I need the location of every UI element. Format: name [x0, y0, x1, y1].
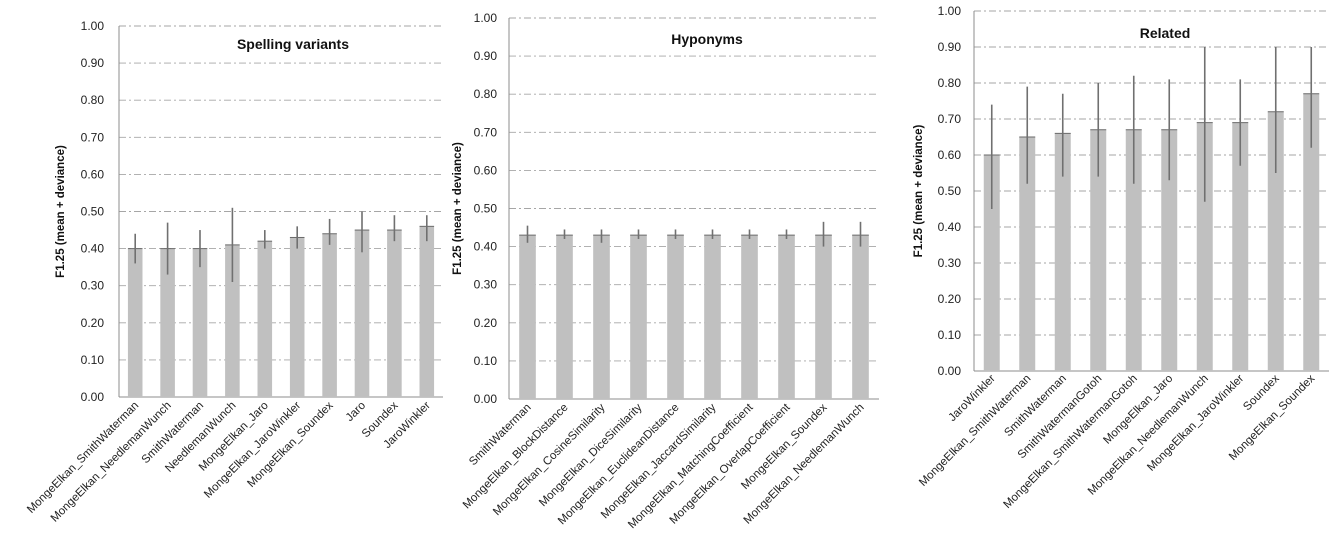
chart-panel-2: 0.00 0.10 0.20 0.30 0.40 0.50 0.60 0.70 0.80 0.90…: [452, 11, 879, 531]
bar: [815, 235, 832, 399]
y-tick-label: 0.80: [474, 87, 498, 101]
bar: [983, 155, 1000, 371]
bar: [1054, 133, 1071, 371]
bar: [556, 235, 573, 399]
y-tick-label: 0.00: [938, 364, 962, 378]
y-tick-label: 0.80: [938, 76, 962, 90]
y-tick-label: 1.00: [81, 19, 105, 33]
bar: [1303, 93, 1320, 372]
y-tick-label: 0.60: [938, 148, 962, 162]
y-tick-label: 0.90: [474, 49, 498, 63]
bar: [127, 248, 143, 397]
bar: [1125, 129, 1142, 371]
bar: [354, 230, 370, 397]
y-tick-label: 0.30: [938, 256, 962, 270]
bar: [741, 235, 758, 399]
bar: [289, 237, 305, 397]
y-tick-label: 0.40: [938, 220, 962, 234]
y-tick-label: 0.20: [81, 316, 105, 330]
y-tick-label: 0.70: [938, 112, 962, 126]
bar: [225, 244, 240, 397]
y-tick-label: 0.60: [81, 167, 105, 181]
bar: [778, 235, 795, 399]
bar: [593, 235, 610, 399]
bar: [1232, 122, 1249, 371]
y-tick-label: 0.90: [81, 56, 105, 70]
y-tick-label: 0.60: [474, 163, 498, 177]
category-label: MongeElkan_SmithWatermanGotoh: [1002, 373, 1140, 511]
y-axis-title: F1.25 (mean + deviance): [913, 125, 925, 258]
y-tick-label: 0.40: [81, 242, 105, 256]
bar: [704, 235, 721, 399]
bar: [630, 235, 647, 399]
bar: [322, 233, 337, 397]
y-tick-label: 0.10: [938, 328, 962, 342]
y-tick-label: 0.70: [81, 130, 105, 144]
bar: [1090, 129, 1107, 371]
chart-title: Spelling variants: [237, 36, 349, 52]
chart-panel-1: 0.00 0.10 0.20 0.30 0.40 0.50 0.60 0.70 0.80 0.90…: [25, 19, 443, 525]
y-tick-label: 0.40: [474, 240, 498, 254]
bar: [419, 226, 435, 397]
chart-panel-3: 0.00 0.10 0.20 0.30 0.40 0.50 0.60 0.70 0.80 0.90…: [913, 4, 1329, 511]
category-label: MongeElkan_NeedlemanWunch: [49, 400, 174, 525]
bar: [257, 241, 273, 397]
category-label: SmithWaterman: [467, 402, 533, 468]
y-tick-label: 0.70: [474, 125, 498, 139]
y-tick-label: 0.80: [81, 93, 105, 107]
y-tick-label: 1.00: [938, 4, 962, 18]
bar: [519, 235, 536, 399]
bar: [1161, 129, 1178, 371]
y-tick-label: 0.20: [474, 316, 498, 330]
y-tick-label: 0.50: [81, 205, 105, 219]
chart-title: Related: [1140, 25, 1191, 41]
y-tick-label: 1.00: [474, 11, 498, 25]
y-tick-label: 0.00: [81, 390, 105, 404]
bar: [1196, 122, 1213, 371]
y-tick-label: 0.10: [81, 353, 105, 367]
y-tick-label: 0.20: [938, 292, 962, 306]
y-tick-label: 0.50: [474, 202, 498, 216]
bar: [1267, 111, 1284, 372]
category-label: SmithWaterman: [1002, 373, 1068, 439]
y-tick-label: 0.30: [474, 278, 498, 292]
bar: [667, 235, 684, 399]
chart-title: Hyponyms: [671, 31, 743, 47]
y-tick-label: 0.90: [938, 40, 962, 54]
y-tick-label: 0.30: [81, 279, 105, 293]
bar: [192, 248, 208, 397]
y-tick-label: 0.10: [474, 354, 498, 368]
bar: [852, 235, 869, 399]
y-axis-title: F1.25 (mean + deviance): [452, 142, 464, 275]
bar: [160, 248, 175, 397]
y-tick-label: 0.00: [474, 392, 498, 406]
category-label: Jaro: [344, 400, 368, 424]
y-tick-label: 0.50: [938, 184, 962, 198]
y-axis-title: F1.25 (mean + deviance): [55, 145, 67, 278]
bar: [1019, 137, 1036, 371]
bar: [387, 230, 402, 397]
